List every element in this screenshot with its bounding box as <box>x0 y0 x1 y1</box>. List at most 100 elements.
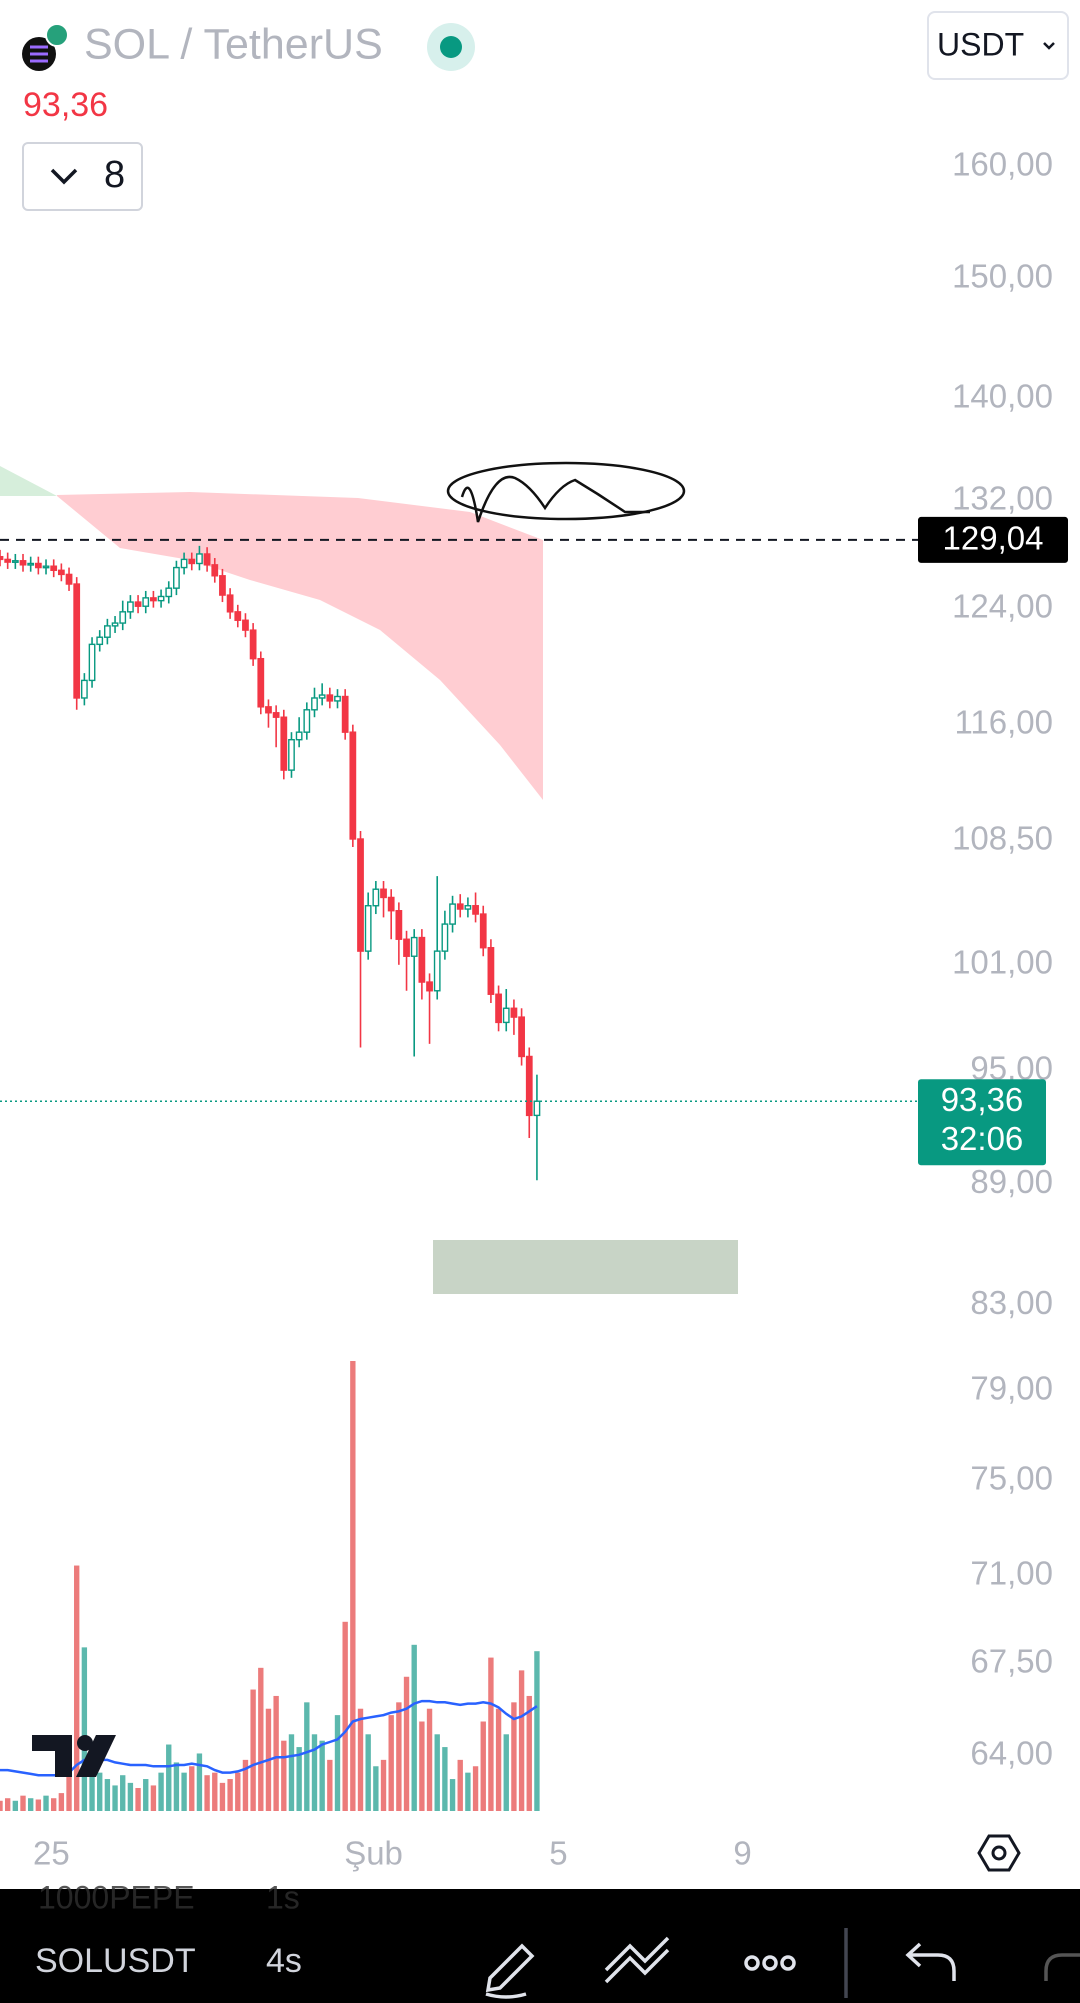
redo-button[interactable] <box>1044 1953 1080 1981</box>
candle-body <box>150 597 157 602</box>
candle-body <box>288 738 295 771</box>
candle-body <box>272 712 280 718</box>
more-button[interactable] <box>744 1955 760 1971</box>
x-tick-label: 5 <box>549 1835 567 1872</box>
countdown: 32:06 <box>941 1120 1024 1157</box>
candle-body <box>134 601 142 607</box>
plot <box>0 545 541 1811</box>
volume-bar <box>518 1670 525 1811</box>
last-price-box <box>918 1079 1046 1166</box>
candle-body <box>357 838 364 952</box>
candle-body <box>242 619 249 631</box>
volume-bar <box>173 1762 180 1811</box>
y-tick-label: 116,00 <box>955 703 1053 740</box>
volume-bar <box>242 1759 249 1811</box>
candle-body <box>57 569 65 576</box>
volume-bar <box>281 1740 287 1811</box>
volume-bar <box>158 1772 164 1811</box>
candle-body <box>157 595 165 602</box>
candle-body <box>487 947 495 995</box>
symbol-button[interactable]: SOLUSDT <box>35 1942 196 1980</box>
volume-bar <box>258 1667 264 1811</box>
candle-body <box>341 695 349 733</box>
undo-button[interactable] <box>905 1942 956 1981</box>
symbol-title: SOL / TetherUS <box>84 20 383 68</box>
candle-body <box>510 1007 518 1018</box>
candle-body <box>311 697 318 711</box>
x-tick-label: 9 <box>733 1835 751 1872</box>
volume-bar <box>457 1759 463 1811</box>
last-price: 93,36 <box>23 86 108 124</box>
y-tick-label: 160,00 <box>952 146 1053 183</box>
candle-body <box>50 565 58 572</box>
volume-bar <box>4 1798 11 1811</box>
candle-body <box>295 731 303 741</box>
candle-body <box>96 636 104 646</box>
candle-body <box>65 573 73 585</box>
line-tool-button[interactable] <box>604 1936 670 1984</box>
header: SOL / TetherUS 93,36 8 USDT <box>22 11 1069 211</box>
candle-body <box>403 938 410 957</box>
volume-bar <box>327 1759 333 1811</box>
red-cloud <box>57 492 543 800</box>
interval-button[interactable]: 4s <box>266 1942 302 1980</box>
volume-bar <box>0 1800 3 1811</box>
candle-body <box>303 709 311 733</box>
volume-bar <box>143 1779 149 1811</box>
volume-bar <box>488 1657 494 1811</box>
volume-bar <box>342 1621 348 1811</box>
y-tick-label: 124,00 <box>952 588 1053 625</box>
volume-bar <box>465 1772 471 1811</box>
candle-body <box>142 597 150 607</box>
volume-bar <box>97 1772 103 1811</box>
bottom-bar: 1000PEPE 1s SOLUSDT 4s <box>0 1879 1080 2003</box>
candle-body <box>219 575 226 596</box>
volume-bar <box>288 1734 295 1811</box>
candle-body <box>173 566 180 589</box>
volume-bar <box>112 1785 118 1811</box>
volume-bar <box>20 1795 26 1811</box>
currency-select[interactable] <box>927 11 1069 80</box>
tv-logo <box>32 1735 116 1777</box>
green-zone <box>0 466 57 496</box>
volume-bar <box>419 1721 425 1811</box>
candle-body <box>257 657 265 708</box>
volume-bar <box>27 1798 34 1811</box>
volume-bar <box>204 1775 210 1811</box>
draw-button[interactable] <box>485 1943 535 1999</box>
demand-zone <box>433 1240 738 1294</box>
candle-body <box>27 562 35 566</box>
candle-body <box>418 936 426 983</box>
candle-body <box>456 903 464 910</box>
volume-bar <box>219 1782 226 1811</box>
volume-bar <box>104 1779 111 1811</box>
candle-body <box>280 716 288 771</box>
volume-bar <box>58 1793 65 1811</box>
volume-bar <box>273 1695 279 1811</box>
volume-bar <box>434 1734 440 1811</box>
candle-body <box>372 888 380 907</box>
candle-body <box>265 706 272 714</box>
candle-body <box>249 629 257 660</box>
price-line-box <box>918 516 1068 563</box>
volume-bar <box>495 1708 502 1811</box>
volume-bar <box>442 1747 448 1811</box>
x-tick-label: 25 <box>33 1835 70 1872</box>
y-tick-label: 140,00 <box>952 377 1053 414</box>
volume-bar <box>388 1715 394 1811</box>
volume-bar <box>196 1753 203 1811</box>
volume-bar <box>51 1798 57 1811</box>
volume-bar <box>350 1361 356 1811</box>
volume-bar <box>212 1772 218 1811</box>
volume-bar <box>480 1721 486 1811</box>
volume-bar <box>189 1766 195 1811</box>
candle-body <box>518 1016 525 1058</box>
volume-bar <box>411 1644 417 1811</box>
candle-body <box>441 923 449 952</box>
interval-toggle[interactable] <box>22 142 143 211</box>
volume-bar <box>373 1766 379 1811</box>
candle-body <box>472 905 479 915</box>
settings-button[interactable] <box>977 1834 1021 1872</box>
volume-bar <box>181 1772 187 1811</box>
